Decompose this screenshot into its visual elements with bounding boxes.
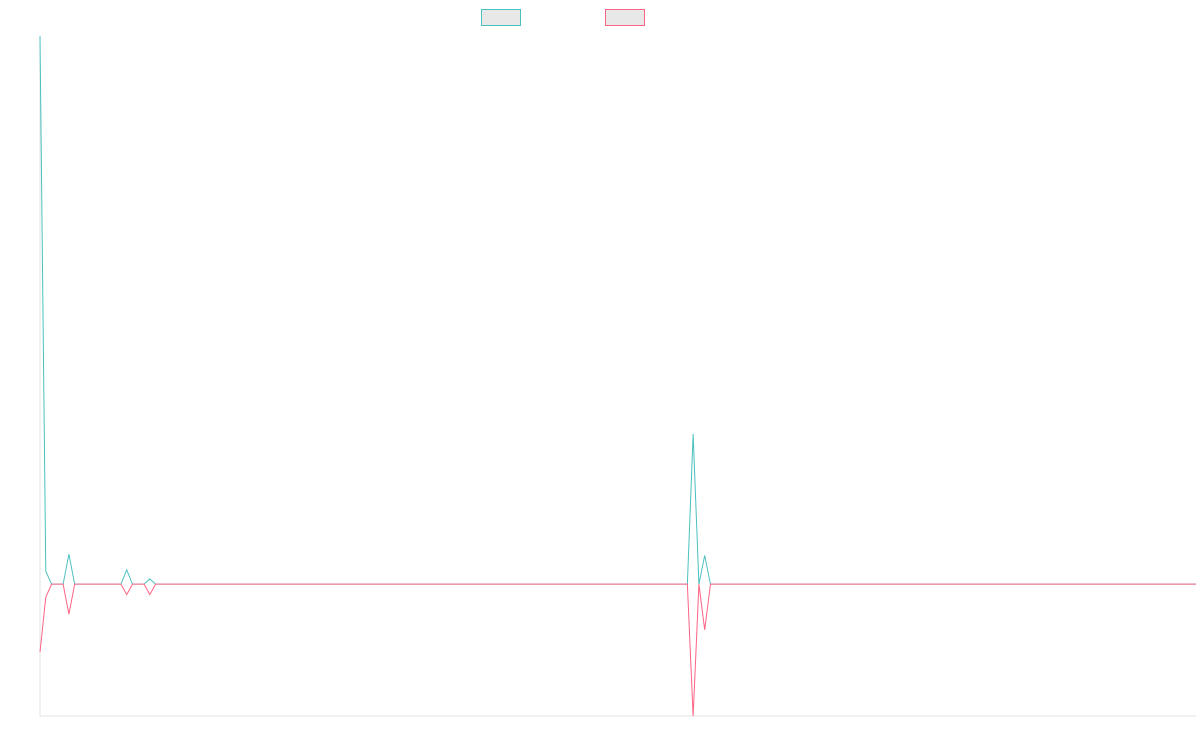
chart-legend — [481, 9, 645, 26]
chart-series — [39, 35, 1196, 717]
legend-swatch-2 — [605, 9, 645, 26]
series-line-1 — [39, 35, 1196, 585]
series-line-2 — [39, 583, 1196, 717]
chart-axes — [39, 36, 1196, 717]
legend-swatch-1 — [481, 9, 521, 26]
